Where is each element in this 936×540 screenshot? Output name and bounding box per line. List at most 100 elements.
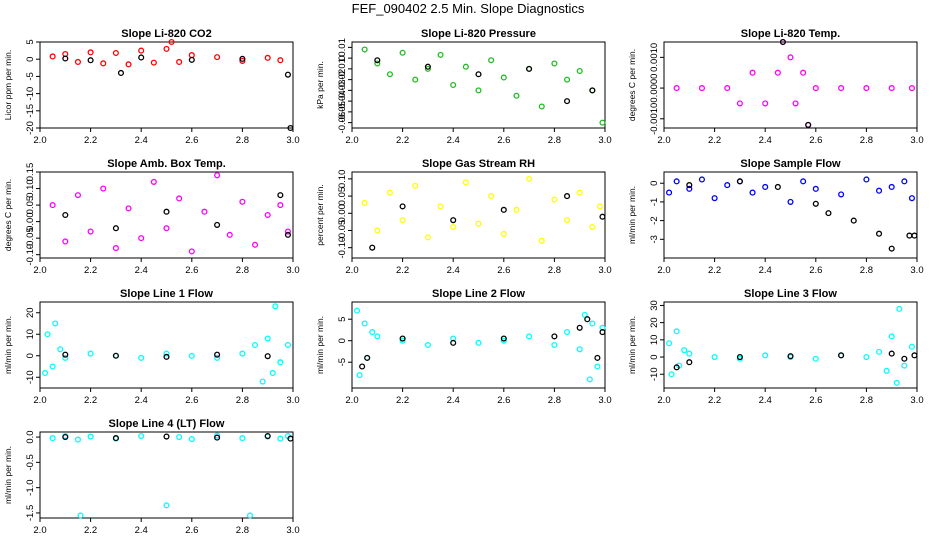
panel-8-point-secondary	[551, 333, 558, 340]
panel-2-point-secondary	[563, 98, 571, 105]
panel-4-point-primary	[226, 231, 233, 238]
panel-1-point-primary	[168, 38, 175, 46]
panel-4-point-primary	[163, 225, 170, 232]
panel-4-point-primary	[176, 195, 183, 202]
panel-9-point-primary	[883, 367, 890, 374]
panel-3-xtick-label: 3.0	[910, 135, 923, 146]
panel-7-point-secondary	[163, 353, 170, 360]
panel-8-xtick-label: 2.6	[497, 395, 510, 406]
panel-1-point-primary	[163, 45, 170, 52]
panel-2-title: Slope Li-820 Pressure	[421, 28, 536, 40]
panel-4-title: Slope Amb. Box Temp.	[107, 158, 226, 170]
panel-7-point-primary	[138, 354, 145, 361]
panel-6-point-secondary	[825, 210, 832, 217]
panel-3-point-primary	[749, 69, 756, 76]
panel-2-ytick-label: -0.01	[337, 58, 348, 80]
panel-7-ytick-label: 10	[25, 329, 36, 340]
panel-6-point-primary	[863, 176, 870, 183]
panel-5-point-primary	[450, 223, 457, 231]
panel-3-point-primary	[812, 85, 819, 92]
panel-1-frame	[39, 41, 294, 129]
panel-4-point-primary	[138, 235, 145, 242]
panel-7-title: Slope Line 1 Flow	[120, 288, 213, 300]
panel-1-point-secondary	[239, 55, 246, 62]
panel-10-point-primary	[74, 436, 81, 443]
panel-2-point-primary	[437, 51, 444, 58]
panel-8-xtick-label: 3.0	[598, 395, 611, 406]
panel-10-point-primary	[214, 432, 221, 439]
panel-7-point-primary	[49, 363, 56, 370]
panel-4-xtick-label: 2.4	[135, 265, 148, 276]
panel-5-point-primary	[437, 203, 444, 210]
panel-5-point-primary	[589, 223, 596, 231]
panel-5-point-primary	[374, 227, 381, 234]
panel-2-point-secondary	[424, 63, 431, 70]
panel-6-point-primary	[673, 178, 680, 185]
panel-4-ytick-label: 0.00	[25, 212, 36, 231]
panel-10-point-secondary	[287, 435, 294, 442]
panel-2-point-secondary	[589, 87, 596, 94]
panel-7-point-primary	[44, 331, 51, 338]
panel-7-point-primary	[264, 335, 271, 342]
panel-1-point-primary	[100, 60, 107, 67]
panel-1-point-primary	[188, 52, 195, 59]
panel-1-point-secondary	[284, 71, 291, 78]
panel-8-point-secondary	[599, 329, 606, 336]
panel-10-point-primary	[138, 432, 145, 440]
panel-2-xtick-label: 2.6	[497, 135, 510, 146]
panel-9-point-primary	[908, 343, 915, 350]
panel-9-point-primary	[812, 355, 819, 362]
panel-4-point-secondary	[214, 221, 221, 228]
panel-10-point-primary	[277, 435, 284, 442]
panel-8-point-primary	[369, 329, 376, 336]
panel-5-xtick-label: 2.2	[396, 265, 409, 276]
panel-6-xtick-label: 2.2	[708, 265, 721, 276]
panel-6-point-primary	[888, 183, 895, 191]
panel-10-ylabel: ml/min per min.	[3, 446, 13, 504]
panel-8-point-primary	[424, 341, 431, 349]
panel-5-point-primary	[399, 217, 406, 224]
panel-10-point-primary	[239, 435, 246, 442]
panel-1-point-secondary	[188, 56, 195, 63]
panel-2-point-primary	[563, 76, 571, 83]
panel-8-point-primary	[589, 320, 596, 327]
panel-3-point-primary	[800, 69, 807, 76]
panel-2-point-secondary	[475, 71, 482, 78]
panel-6-point-primary	[908, 195, 915, 202]
panel-7-point-primary	[62, 354, 69, 361]
panel-4-xtick-label: 2.6	[185, 265, 198, 276]
panel-8-title: Slope Line 2 Flow	[432, 288, 525, 300]
panel-6-point-secondary	[875, 230, 883, 237]
panel-4-ytick-label: -0.10	[25, 244, 36, 266]
panel-2-xtick-label: 3.0	[598, 135, 611, 146]
panel-7-ylabel: ml/min per min.	[3, 316, 13, 374]
panel-1-point-primary	[74, 58, 81, 66]
panel-4-ytick-label: 0.10	[25, 179, 36, 198]
panel-10-point-primary	[176, 434, 183, 441]
panel-3-point-primary	[698, 85, 705, 92]
panel-1-point-primary	[125, 61, 132, 68]
panel-4-point-primary	[201, 208, 208, 215]
panel-6-xtick-label: 2.6	[809, 265, 822, 276]
panel-9-point-primary	[668, 371, 675, 378]
panel-2-ytick-label: -0.06	[337, 112, 348, 134]
panel-8-point-secondary	[364, 354, 371, 361]
panel-9-point-primary	[875, 348, 883, 355]
panel-6-point-primary	[666, 189, 673, 196]
panel-5-xtick-label: 3.0	[598, 265, 611, 276]
panel-2-point-primary	[374, 60, 381, 67]
panel-9-point-secondary	[901, 355, 908, 362]
panel-7-xtick-label: 2.8	[236, 395, 249, 406]
panel-5-xtick-label: 2.6	[497, 265, 510, 276]
panel-5-point-primary	[424, 234, 431, 241]
panel-8-point-primary	[594, 363, 601, 370]
panel-6-point-primary	[686, 185, 693, 192]
panel-2-point-primary	[576, 67, 583, 75]
panel-1-point-secondary	[287, 124, 294, 132]
panel-10-xtick-label: 2.0	[33, 525, 46, 536]
panel-1-point-primary	[138, 47, 145, 54]
panel-2-point-primary	[386, 71, 394, 78]
panel-5-point-secondary	[369, 244, 376, 251]
panel-9-point-primary	[686, 350, 693, 357]
panel-1-xtick-label: 2.0	[33, 135, 46, 146]
